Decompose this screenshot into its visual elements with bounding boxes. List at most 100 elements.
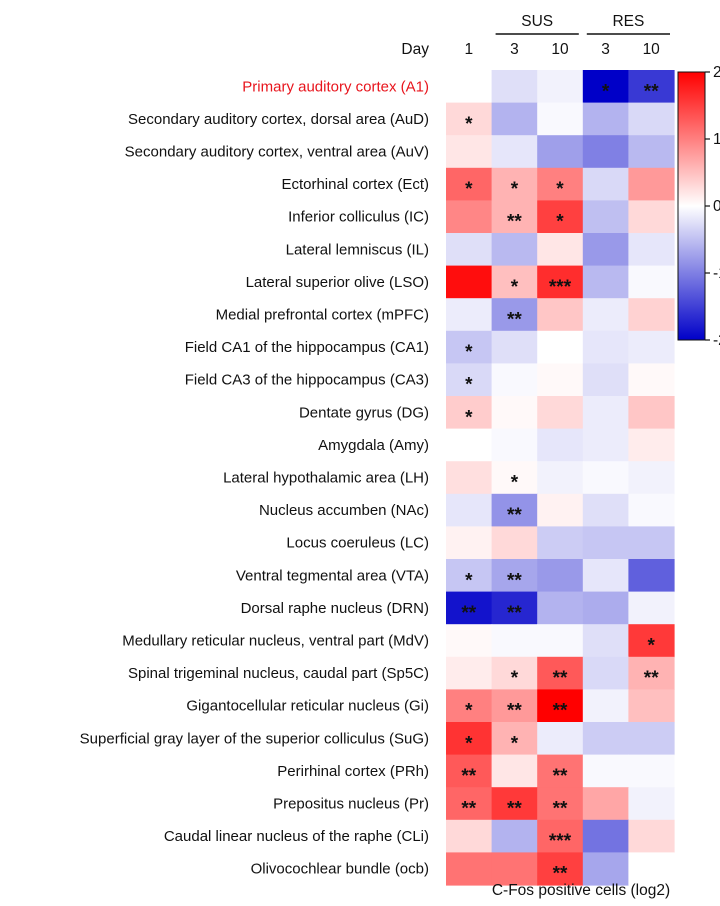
- heatmap-cell: [537, 754, 584, 788]
- heatmap-cell: [446, 493, 493, 527]
- heatmap-cell: [628, 330, 675, 364]
- colorbar-tick-label: -1: [713, 265, 720, 282]
- significance-mark: *: [465, 114, 473, 135]
- heatmap-cell: [537, 200, 584, 234]
- row-label: Superficial gray layer of the superior c…: [80, 730, 429, 747]
- heatmap-cell: [491, 298, 538, 332]
- heatmap-cell: [537, 526, 584, 560]
- heatmap-cell: [582, 70, 629, 104]
- heatmap-cell: [628, 298, 675, 332]
- column-label: 10: [643, 41, 661, 58]
- significance-mark: **: [553, 864, 568, 885]
- significance-mark: *: [511, 179, 519, 200]
- group-label: RES: [612, 13, 644, 30]
- significance-mark: *: [465, 701, 473, 722]
- row-label: Primary auditory cortex (A1): [242, 78, 429, 95]
- heatmap-cell: [628, 233, 675, 267]
- significance-mark: *: [465, 570, 473, 591]
- heatmap-cell: [628, 656, 675, 690]
- significance-mark: **: [507, 505, 522, 526]
- significance-mark: **: [644, 81, 659, 102]
- heatmap-cell: [537, 591, 584, 625]
- heatmap-cell: [537, 428, 584, 462]
- row-label: Spinal trigeminal nucleus, caudal part (…: [128, 665, 429, 682]
- significance-mark: **: [507, 570, 522, 591]
- heatmap-cell: [582, 493, 629, 527]
- heatmap-cell: [582, 298, 629, 332]
- heatmap-cell: [582, 200, 629, 234]
- colorbar-tick-label: 1: [713, 131, 720, 148]
- significance-mark: **: [507, 701, 522, 722]
- heatmap-cell: [628, 819, 675, 853]
- column-label: 3: [601, 41, 610, 58]
- heatmap-cell: [537, 559, 584, 593]
- significance-mark: *: [465, 375, 473, 396]
- heatmap-cell: [582, 591, 629, 625]
- significance-mark: **: [553, 668, 568, 689]
- heatmap-cell: [537, 396, 584, 430]
- significance-mark: **: [644, 668, 659, 689]
- heatmap-cell: [582, 787, 629, 821]
- row-labels: Primary auditory cortex (A1) Secondary au…: [80, 78, 429, 877]
- heatmap-cell: [446, 852, 493, 886]
- row-label: Gigantocellular reticular nucleus (Gi): [186, 698, 429, 715]
- heatmap-cell: [537, 135, 584, 169]
- heatmap-cell: [491, 330, 538, 364]
- heatmap-cell: [446, 200, 493, 234]
- row-label: Medial prefrontal cortex (mPFC): [216, 307, 429, 324]
- heatmap-cell: [628, 591, 675, 625]
- row-label: Lateral lemniscus (IL): [286, 241, 429, 258]
- heatmap-cell: [628, 722, 675, 756]
- significance-mark: *: [556, 212, 564, 233]
- row-label: Caudal linear nucleus of the raphe (CLi): [164, 828, 429, 845]
- heatmap-cell: [628, 70, 675, 104]
- significance-mark: **: [507, 603, 522, 624]
- heatmap-cell: [491, 102, 538, 136]
- heatmap-cell: [628, 363, 675, 397]
- heatmap-cell: [537, 265, 584, 299]
- heatmap-cell: [446, 102, 493, 136]
- heatmap-cell: [491, 200, 538, 234]
- colorbar-tick-label: 2: [713, 64, 720, 81]
- heatmap-cell: [537, 298, 584, 332]
- heatmap-cell: [491, 591, 538, 625]
- row-header-day: Day: [401, 41, 429, 58]
- significance-mark: **: [507, 212, 522, 233]
- significance-mark: *: [511, 733, 519, 754]
- row-label: Medullary reticular nucleus, ventral par…: [122, 633, 429, 650]
- row-label: Field CA1 of the hippocampus (CA1): [185, 339, 429, 356]
- heatmap-cell: [582, 656, 629, 690]
- heatmap-cell: [582, 754, 629, 788]
- heatmap-cell: [491, 70, 538, 104]
- heatmap-cell: [537, 656, 584, 690]
- significance-mark: ***: [549, 277, 572, 298]
- colorbar-tick-label: 0: [713, 198, 720, 215]
- heatmap-cell: [628, 265, 675, 299]
- heatmap-cell: [628, 624, 675, 658]
- heatmap-cell: [537, 689, 584, 723]
- row-label: Ectorhinal cortex (Ect): [281, 176, 429, 193]
- colorbar-bar: [677, 71, 706, 341]
- heatmap-cell: [446, 754, 493, 788]
- row-label: Nucleus accumben (NAc): [259, 502, 429, 519]
- row-label: Dorsal raphe nucleus (DRN): [241, 600, 429, 617]
- significance-mark: *: [602, 81, 610, 102]
- heatmap-cell: [628, 493, 675, 527]
- heatmap-cell: [628, 754, 675, 788]
- heatmap-cell: [582, 526, 629, 560]
- significance-mark: **: [553, 701, 568, 722]
- heatmap-cell: [537, 363, 584, 397]
- heatmap-cell: [628, 689, 675, 723]
- heatmap-cell: [446, 461, 493, 495]
- significance-mark: *: [511, 668, 519, 689]
- significance-mark: **: [553, 799, 568, 820]
- heatmap-cell: [446, 70, 493, 104]
- heatmap-cell: [491, 787, 538, 821]
- heatmap-cell: [628, 135, 675, 169]
- heatmap-cell: [491, 852, 538, 886]
- heatmap-cell: [446, 233, 493, 267]
- heatmap-cell: [491, 624, 538, 658]
- significance-mark: **: [553, 766, 568, 787]
- significance-mark: **: [507, 310, 522, 331]
